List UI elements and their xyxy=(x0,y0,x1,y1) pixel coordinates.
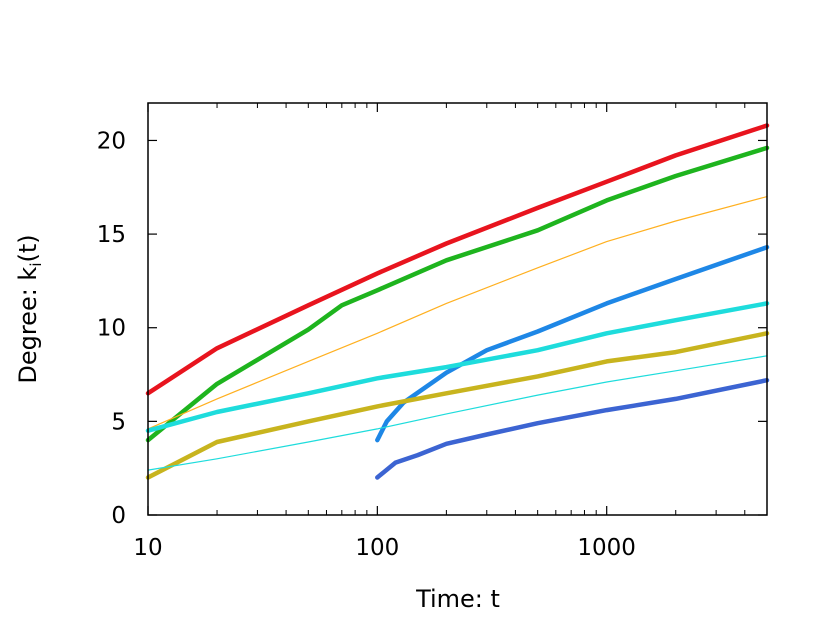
y-tick-label: 10 xyxy=(97,316,126,342)
x-tick-label: 1000 xyxy=(577,535,636,561)
series-line-6 xyxy=(145,331,770,480)
series-line-5 xyxy=(145,301,770,433)
series-line-1 xyxy=(145,123,770,396)
x-tick-label: 10 xyxy=(133,535,162,561)
series-layer xyxy=(145,123,770,480)
y-tick-label: 5 xyxy=(111,409,126,435)
y-tick-label: 15 xyxy=(97,222,126,248)
series-line-4 xyxy=(375,244,770,443)
label-layer: 10 100 1000 0 5 10 15 20 xyxy=(97,128,636,561)
y-tick-label: 0 xyxy=(111,503,126,529)
series-line-2 xyxy=(145,145,770,443)
tick-layer xyxy=(147,103,768,516)
series-line-3 xyxy=(147,196,768,430)
y-axis-title-tail: (t) xyxy=(14,234,42,262)
y-axis-title-subscript: i xyxy=(27,263,45,267)
plot-frame xyxy=(147,102,768,516)
x-axis-title: Time: t xyxy=(415,585,500,613)
y-tick-label: 20 xyxy=(97,128,126,154)
series-line-7 xyxy=(147,355,768,471)
series-line-8 xyxy=(375,377,770,480)
y-axis-title-main: Degree: k xyxy=(14,267,42,384)
y-axis-title: Degree: ki(t) xyxy=(14,234,45,383)
x-tick-label: 100 xyxy=(355,535,399,561)
